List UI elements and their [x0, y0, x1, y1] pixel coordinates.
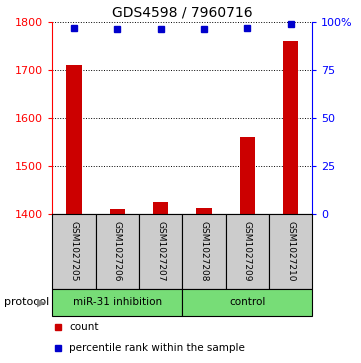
Bar: [182, 214, 226, 289]
Title: GDS4598 / 7960716: GDS4598 / 7960716: [112, 5, 253, 19]
Text: GSM1027208: GSM1027208: [200, 221, 208, 282]
Text: ▶: ▶: [36, 297, 45, 307]
Text: GSM1027207: GSM1027207: [156, 221, 165, 282]
Bar: [196, 208, 212, 214]
Bar: [283, 41, 298, 214]
Bar: [139, 214, 182, 289]
Text: GSM1027210: GSM1027210: [286, 221, 295, 282]
Text: miR-31 inhibition: miR-31 inhibition: [73, 297, 162, 307]
Text: GSM1027206: GSM1027206: [113, 221, 122, 282]
Text: GSM1027209: GSM1027209: [243, 221, 252, 282]
Bar: [240, 137, 255, 214]
Bar: [66, 65, 82, 214]
Bar: [52, 289, 182, 316]
Bar: [269, 214, 312, 289]
Bar: [182, 289, 312, 316]
Text: protocol: protocol: [4, 297, 49, 307]
Bar: [153, 202, 168, 214]
Bar: [110, 209, 125, 214]
Bar: [52, 214, 96, 289]
Text: percentile rank within the sample: percentile rank within the sample: [69, 343, 245, 354]
Text: count: count: [69, 322, 99, 332]
Text: control: control: [229, 297, 265, 307]
Bar: [226, 214, 269, 289]
Bar: [96, 214, 139, 289]
Text: GSM1027205: GSM1027205: [70, 221, 78, 282]
